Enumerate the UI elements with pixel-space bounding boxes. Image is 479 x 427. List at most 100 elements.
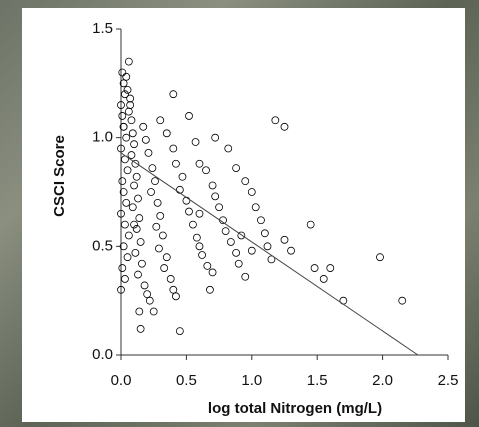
- data-point: [118, 177, 127, 186]
- data-point: [232, 164, 241, 172]
- data-point: [195, 242, 204, 251]
- data-point: [208, 268, 217, 277]
- data-point: [169, 144, 178, 153]
- data-point: [241, 177, 250, 186]
- data-point: [118, 68, 127, 77]
- data-point: [135, 214, 144, 222]
- data-point: [191, 138, 200, 146]
- data-point: [123, 85, 132, 94]
- x-tick-label: 1.0: [241, 372, 262, 389]
- data-point: [206, 285, 214, 294]
- x-tick-label: 1.5: [307, 372, 328, 389]
- data-point: [119, 242, 128, 251]
- data-point: [211, 133, 220, 142]
- data-point: [280, 235, 289, 244]
- data-point: [232, 248, 241, 257]
- data-point: [122, 133, 131, 142]
- data-point: [172, 159, 180, 168]
- data-point: [123, 166, 132, 175]
- data-point: [195, 159, 204, 168]
- data-point: [119, 79, 128, 88]
- fit-line: [120, 152, 419, 356]
- data-point: [128, 129, 137, 138]
- data-point: [123, 253, 132, 262]
- data-point: [247, 188, 256, 196]
- data-point: [192, 233, 201, 242]
- data-point: [156, 212, 165, 220]
- data-point: [118, 264, 127, 272]
- data-point: [326, 264, 335, 272]
- data-point: [126, 101, 135, 109]
- data-point: [132, 225, 141, 233]
- data-point: [134, 270, 142, 279]
- data-point: [144, 148, 153, 157]
- data-point: [121, 90, 129, 99]
- plot-panel: [22, 8, 465, 422]
- data-point: [241, 272, 250, 281]
- data-point: [215, 203, 224, 212]
- data-point: [178, 172, 187, 181]
- data-point: [121, 220, 129, 229]
- y-tick-label: 0.0: [92, 346, 113, 363]
- data-point: [198, 251, 206, 259]
- data-point: [117, 144, 125, 153]
- data-point: [169, 285, 178, 294]
- data-point: [202, 166, 210, 175]
- data-point: [149, 307, 158, 316]
- x-tick-label: 0.0: [111, 372, 132, 389]
- data-point: [237, 231, 246, 240]
- data-point: [319, 275, 328, 283]
- data-point: [224, 144, 233, 153]
- data-point: [153, 198, 162, 207]
- data-point: [260, 229, 269, 238]
- data-point: [141, 135, 150, 144]
- data-point: [257, 216, 265, 225]
- x-tick-label: 0.5: [176, 372, 197, 389]
- data-point: [134, 194, 142, 203]
- data-point: [175, 327, 184, 335]
- data-point: [203, 261, 212, 270]
- data-point: [138, 259, 146, 268]
- data-point: [185, 207, 193, 216]
- data-point: [130, 140, 138, 149]
- data-point: [211, 192, 220, 201]
- data-point: [139, 122, 148, 131]
- data-point: [251, 203, 260, 212]
- data-point: [128, 203, 137, 212]
- data-point: [127, 151, 136, 159]
- data-point: [155, 244, 163, 253]
- data-point: [151, 177, 159, 186]
- data-point: [117, 285, 125, 294]
- data-point: [143, 290, 152, 299]
- data-point: [131, 248, 140, 257]
- data-point: [147, 188, 155, 196]
- data-point: [208, 181, 217, 190]
- data-point: [376, 253, 384, 262]
- data-point: [162, 129, 171, 138]
- data-point: [131, 159, 140, 168]
- data-point: [121, 275, 129, 283]
- data-point: [156, 116, 165, 125]
- data-point: [221, 227, 230, 236]
- data-point: [124, 231, 133, 240]
- data-point: [124, 57, 133, 66]
- data-point: [166, 275, 175, 283]
- data-point: [310, 264, 319, 272]
- data-point: [136, 238, 145, 246]
- data-point: [195, 209, 204, 218]
- y-tick-label: 1.5: [92, 20, 113, 37]
- data-point: [398, 296, 407, 305]
- x-tick-label: 2.0: [372, 372, 393, 389]
- x-axis-label: log total Nitrogen (mg/L): [208, 400, 382, 417]
- y-tick-label: 0.5: [92, 237, 113, 254]
- data-point: [122, 72, 131, 81]
- data-point: [234, 259, 243, 268]
- data-point: [169, 90, 178, 99]
- data-point: [152, 222, 161, 231]
- data-point: [306, 220, 315, 229]
- data-point: [145, 296, 154, 305]
- data-point: [117, 101, 125, 109]
- data-point: [172, 292, 180, 301]
